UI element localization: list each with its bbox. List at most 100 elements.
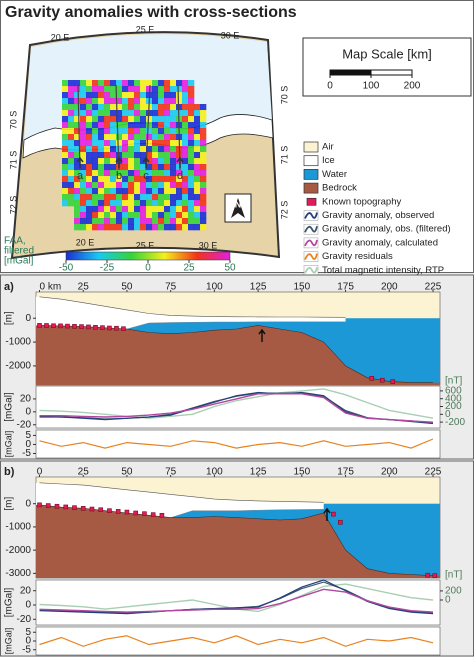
grid-cell [140,200,147,207]
y-tick-label: 5 [25,430,31,441]
grid-cell [68,200,75,207]
lat-label: 72 S [279,201,289,220]
grid-cell [62,128,69,135]
grid-cell [194,110,201,117]
grid-cell [164,116,171,123]
legend-swatch [303,169,319,180]
grid-cell [116,140,123,147]
grid-cell [98,182,105,189]
grid-cell [152,206,159,213]
grid-cell [200,152,207,159]
grid-cell [170,188,177,195]
grid-cell [158,128,165,135]
x-tick-label: 50 [121,467,133,478]
grid-cell [200,224,207,231]
grid-cell [128,104,135,111]
grid-cell [68,140,75,147]
grid-cell [152,176,159,183]
grid-cell [110,170,117,177]
known-topography [107,325,112,331]
grid-cell [152,182,159,189]
grid-cell [62,80,69,87]
grid-cell [98,206,105,213]
grid-cell [170,158,177,165]
grid-cell [122,128,129,135]
grid-cell [116,224,123,231]
grid-cell [182,146,189,153]
grid-cell [194,146,201,153]
grid-cell [146,200,153,207]
grid-cell [62,158,69,165]
grid-cell [182,212,189,219]
grid-cell [74,182,81,189]
ice-surface [39,296,346,318]
grid-cell [116,176,123,183]
legend-swatch [304,253,318,260]
grid-cell [176,92,183,99]
grid-cell [140,224,147,231]
grid-cell [176,164,183,171]
grid-cell [158,206,165,213]
y-tick-label: 5 [25,627,31,638]
grid-cell [158,122,165,129]
legend-label: Gravity anomaly, obs. (filtered) [322,224,451,235]
north-label: N [235,199,242,209]
grid-cell [98,134,105,141]
grid-cell [182,182,189,189]
profile-arrow [142,156,150,168]
grid-cell [104,212,111,219]
grid-cell [104,128,111,135]
grid-cell [188,182,195,189]
grid-cell [98,194,105,201]
known-topography [331,511,336,517]
grid-cell [68,182,75,189]
x-tick-label: 75 [165,467,177,478]
axis-unit: [mGal] [4,392,15,422]
lon-label: 20 E [76,237,95,247]
grid-cell [110,224,117,231]
grid-cell [86,116,93,123]
grid-cell [116,212,123,219]
known-topography [150,512,156,517]
grid-cell [182,188,189,195]
grid-cell [152,194,159,201]
grid-cell [140,110,147,117]
grid-cell [188,194,195,201]
legend-swatch [303,141,319,153]
grid-cell [80,110,87,117]
grid-cell [200,182,207,189]
grid-cell [104,176,111,183]
grid-cell [194,128,201,135]
grid-cell [194,158,201,165]
grid-cell [140,164,147,171]
grid-cell [152,224,159,231]
grid-cell [128,212,135,219]
grid-cell [74,128,81,135]
grid-cell [116,134,123,141]
grid-cell [122,224,129,231]
grid-cell [116,110,123,117]
grid-cell [188,116,195,123]
grid-cell [194,104,201,111]
grid-cell [110,134,117,141]
grid-cell [92,128,99,135]
profile-line [145,84,151,171]
grid-cell [74,134,81,141]
grid-cell [68,194,75,201]
grid-cell [86,164,93,171]
grid-cell [92,98,99,105]
grid-cell [164,146,171,153]
map-gravity-grid [62,80,207,231]
grid-cell [170,212,177,219]
colorbar-tick-label: -25 [100,263,115,274]
grid-cell [182,224,189,231]
x-tick-label: 225 [425,282,442,293]
grid-cell [86,134,93,141]
grid-cell [122,110,129,117]
grid-cell [62,170,69,177]
grid-cell [128,200,135,207]
grid-cell [158,170,165,177]
grid-cell [116,98,123,105]
grid-cell [152,122,159,129]
grid-cell [140,182,147,189]
